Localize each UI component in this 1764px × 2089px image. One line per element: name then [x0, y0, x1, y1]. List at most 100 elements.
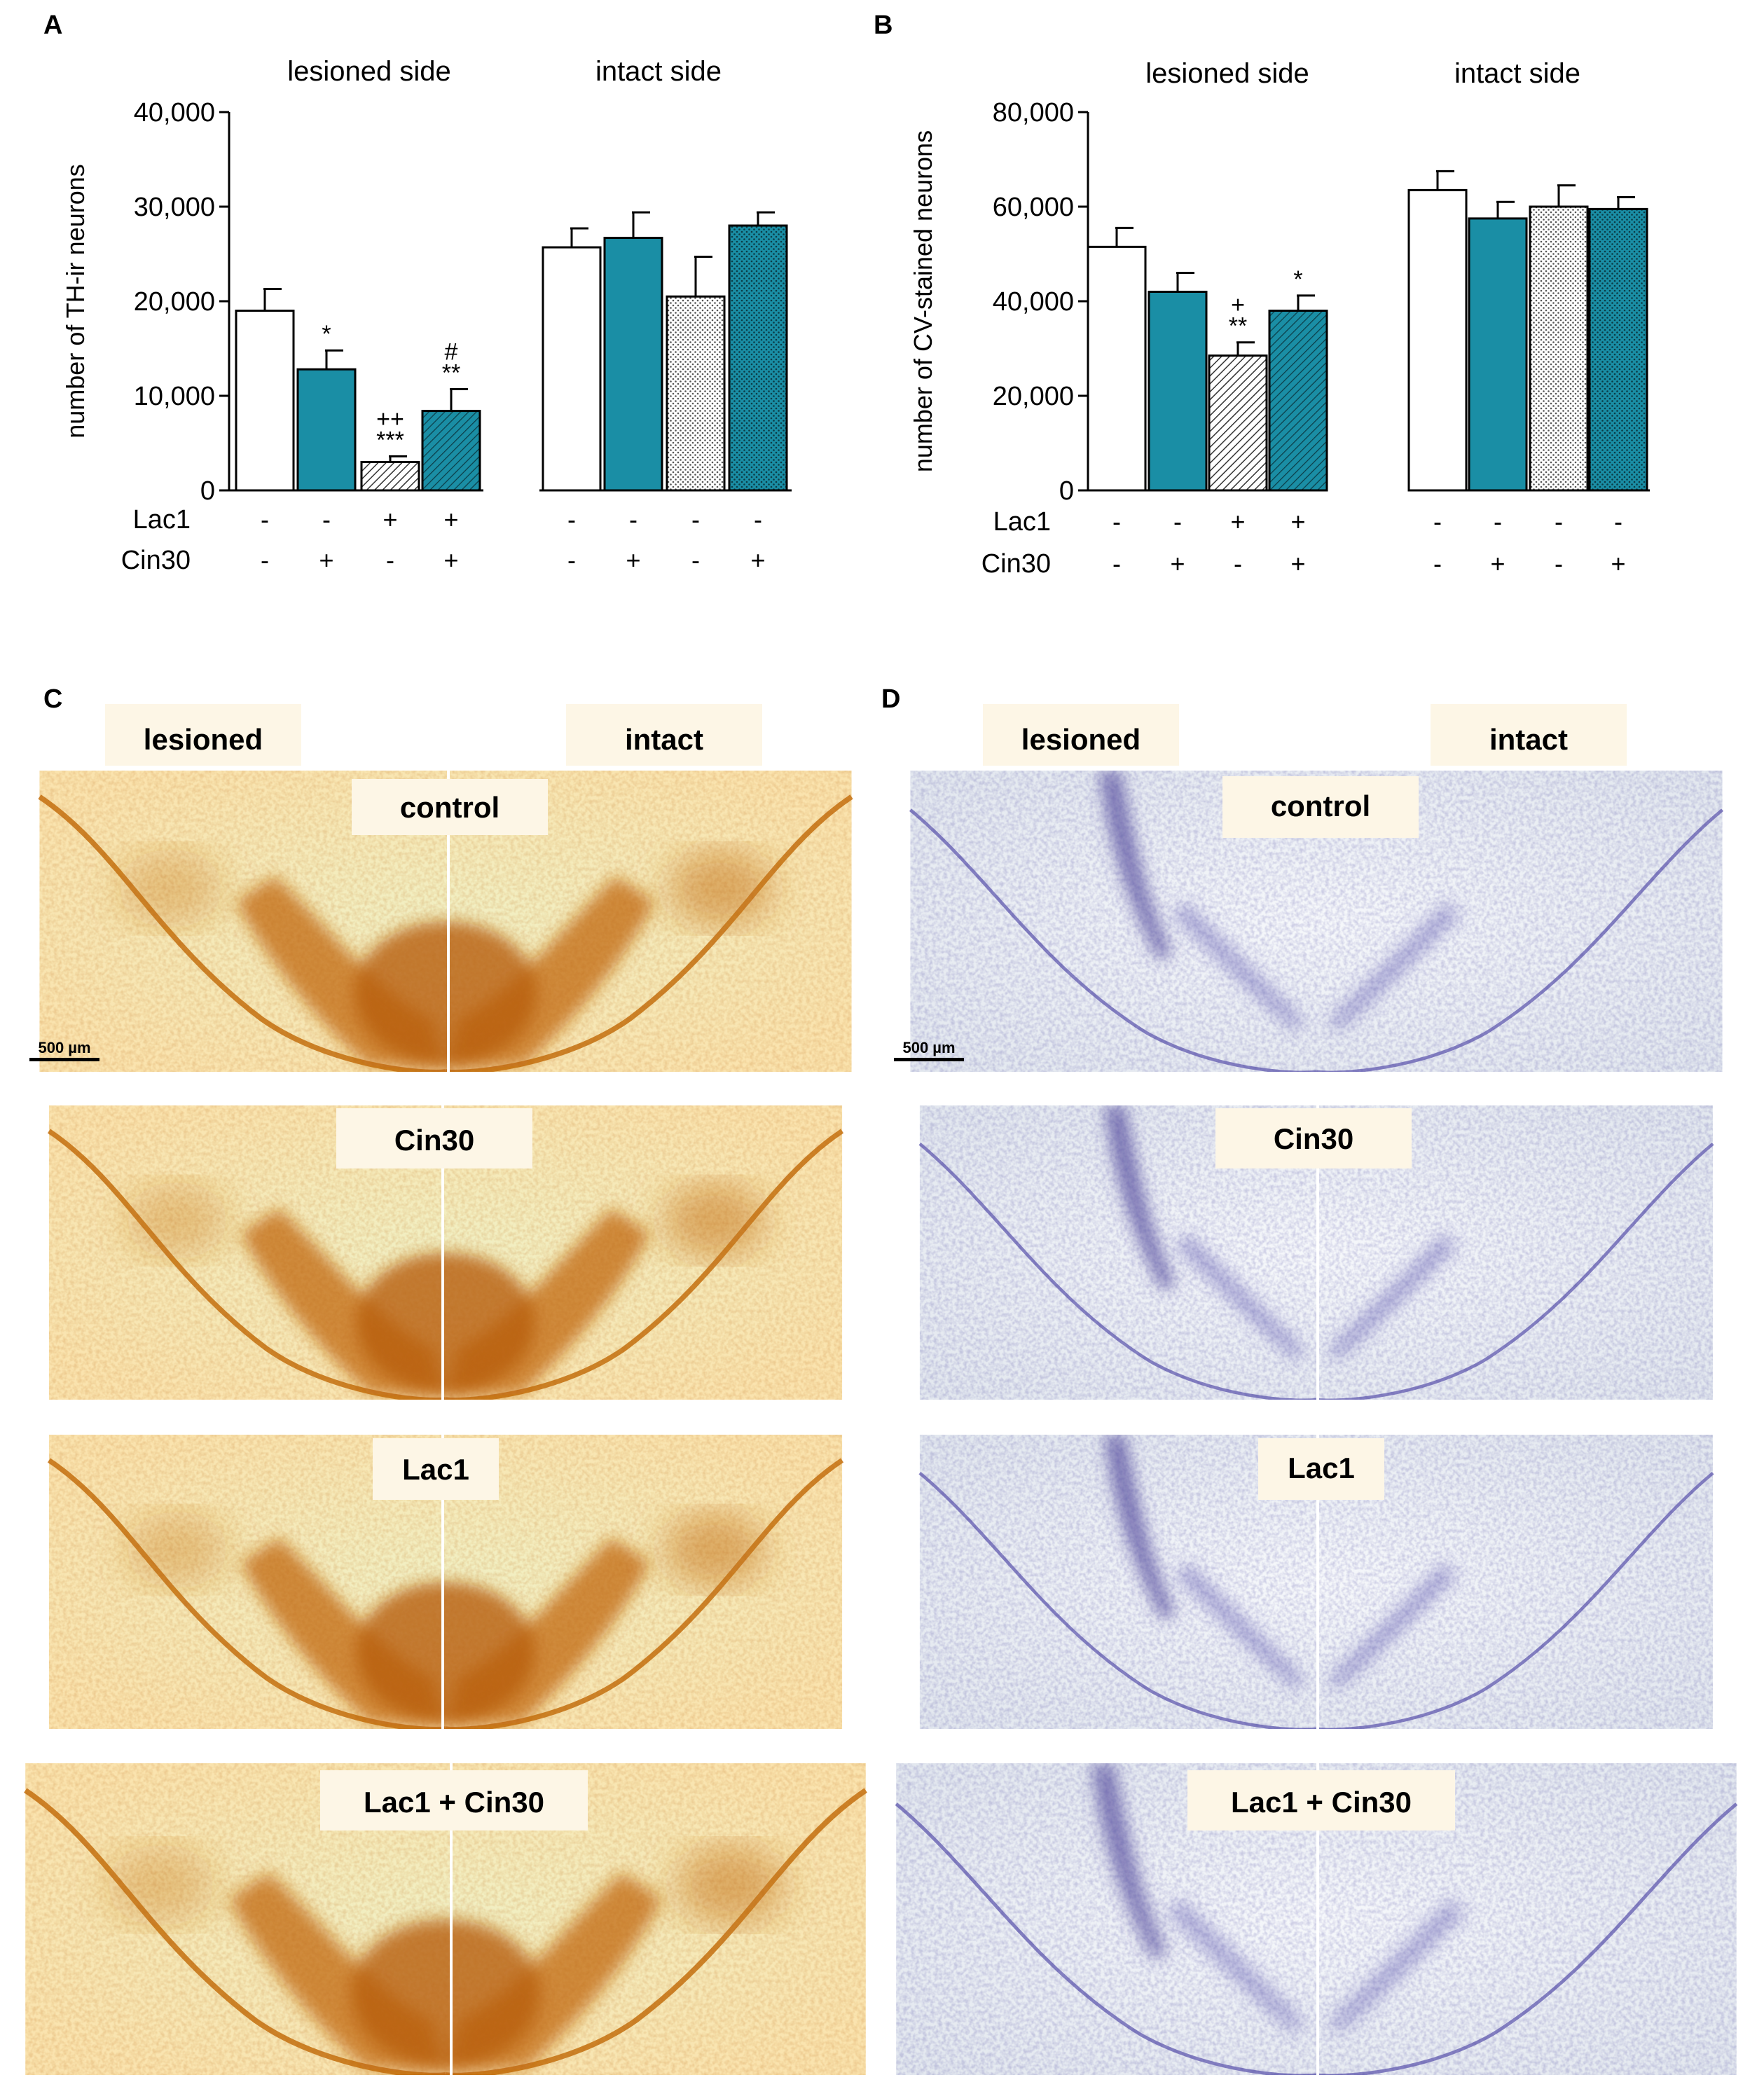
- lac1-sign: -: [629, 505, 638, 534]
- side-label-intact: intact: [1489, 723, 1568, 756]
- micrograph-panel-c: lesioned intact control 500 µm Cin30 Lac…: [25, 704, 866, 2075]
- y-tick-label: 20,000: [134, 287, 215, 317]
- bar: [1588, 207, 1648, 492]
- row-label-box: [1215, 1108, 1412, 1168]
- significance-label: *: [322, 321, 331, 347]
- cin30-sign: +: [1170, 549, 1185, 578]
- lac1-sign: +: [443, 505, 458, 534]
- bar: [728, 224, 788, 492]
- y-tick-label: 20,000: [993, 382, 1074, 411]
- lac1-sign: +: [1230, 507, 1245, 536]
- row-label-box: [1222, 776, 1419, 838]
- bar: [542, 246, 602, 492]
- lac1-sign: -: [1173, 507, 1182, 536]
- side-label-box-intact: [1431, 704, 1627, 766]
- y-tick-label: 10,000: [134, 382, 215, 411]
- micrograph-c-cin30: Cin30: [49, 1105, 842, 1400]
- side-label-lesioned: lesioned: [1021, 723, 1141, 756]
- lac1-sign: -: [261, 505, 269, 534]
- cin30-sign: +: [750, 546, 765, 574]
- bar: [1468, 217, 1528, 492]
- micrograph-c-lac1-cin30: Lac1 + Cin30: [25, 1763, 866, 2075]
- row-label-cin30: Cin30: [394, 1124, 474, 1157]
- chart-b: 0 20,000 40,000 60,000 80,000 number of CV-st…: [909, 58, 1650, 579]
- row-label-cin30: Cin30: [1274, 1122, 1353, 1155]
- row-label-box: [373, 1438, 499, 1500]
- cin30-sign: -: [1433, 549, 1442, 578]
- lac1-sign: +: [383, 505, 397, 534]
- significance-label: #: [445, 339, 458, 366]
- bar: [1148, 291, 1208, 492]
- row-label-lac1-cin30: Lac1 + Cin30: [1231, 1786, 1412, 1819]
- lac1-sign: -: [1433, 507, 1442, 536]
- side-label-box-lesioned: [983, 704, 1179, 766]
- row-label-cin30: Cin30: [981, 549, 1051, 579]
- row-label-lac1-cin30: Lac1 + Cin30: [364, 1786, 544, 1819]
- micrograph-c-control: control 500 µm: [29, 771, 852, 1072]
- lac1-sign: -: [1614, 507, 1622, 536]
- significance-label: **: [442, 360, 460, 387]
- scale-bar: [894, 1058, 964, 1061]
- significance-label: **: [1229, 313, 1247, 340]
- bar: [1268, 310, 1328, 492]
- micrograph-c-lac1: Lac1: [49, 1435, 842, 1729]
- panel-letter-c: C: [43, 684, 62, 714]
- row-label-control: control: [400, 791, 499, 824]
- bar: [235, 310, 295, 492]
- y-tick-label: 40,000: [993, 287, 1074, 317]
- micrograph-d-lac1-cin30: Lac1 + Cin30: [896, 1763, 1737, 2075]
- bar: [603, 237, 663, 492]
- group-label: lesioned side: [1145, 58, 1309, 89]
- lac1-sign: -: [1555, 507, 1563, 536]
- scale-bar-label: 500 µm: [902, 1039, 955, 1056]
- significance-label: ***: [376, 427, 404, 453]
- row-label-box: [1187, 1770, 1455, 1831]
- cin30-sign: -: [1112, 549, 1121, 578]
- row-label-lac1: Lac1: [1288, 1452, 1355, 1484]
- cin30-sign: +: [1611, 549, 1625, 578]
- cin30-sign: -: [261, 546, 269, 574]
- row-label-lac1: Lac1: [993, 507, 1051, 537]
- cin30-sign: -: [386, 546, 394, 574]
- bar: [1407, 188, 1468, 492]
- row-label-lac1: Lac1: [133, 505, 191, 535]
- panel-letter-d: D: [881, 684, 900, 714]
- side-label-lesioned: lesioned: [144, 723, 263, 756]
- lac1-sign: -: [1494, 507, 1502, 536]
- group-label: intact side: [595, 56, 722, 87]
- y-axis-label: number of TH-ir neurons: [61, 164, 90, 439]
- cin30-sign: -: [567, 546, 576, 574]
- row-label-box: [320, 1770, 588, 1831]
- cin30-sign: +: [319, 546, 333, 574]
- chart-a: 0 10,000 20,000 30,000 40,000 number of TH-ir…: [61, 56, 792, 575]
- significance-label: *: [1293, 266, 1302, 293]
- lac1-sign: -: [754, 505, 762, 534]
- bar: [296, 368, 357, 492]
- scale-bar: [29, 1058, 99, 1061]
- row-label-box: [352, 779, 548, 835]
- panel-letter-a: A: [43, 11, 62, 40]
- micrograph-panel-d: lesioned intact control 500 µm Cin30 Lac…: [894, 704, 1737, 2075]
- group-label: intact side: [1454, 58, 1580, 89]
- y-tick-label: 0: [1059, 476, 1074, 506]
- lac1-sign: -: [691, 505, 700, 534]
- row-label-lac1: Lac1: [402, 1453, 469, 1486]
- micrograph-d-lac1: Lac1: [920, 1435, 1713, 1729]
- lac1-sign: -: [322, 505, 331, 534]
- bar: [360, 461, 420, 492]
- lac1-sign: -: [567, 505, 576, 534]
- y-axis-label: number of CV-stained neurons: [909, 130, 937, 472]
- cin30-sign: -: [1234, 549, 1242, 578]
- y-tick-label: 60,000: [993, 193, 1074, 222]
- lac1-sign: -: [1112, 507, 1121, 536]
- group-label: lesioned side: [287, 56, 451, 87]
- lac1-sign: +: [1290, 507, 1305, 536]
- scale-bar-label: 500 µm: [38, 1039, 90, 1056]
- cin30-sign: -: [1555, 549, 1563, 578]
- row-label-cin30: Cin30: [121, 546, 191, 575]
- panel-letter-b: B: [874, 11, 893, 40]
- cin30-sign: +: [1490, 549, 1505, 578]
- bar: [666, 295, 726, 492]
- bar: [1087, 245, 1147, 492]
